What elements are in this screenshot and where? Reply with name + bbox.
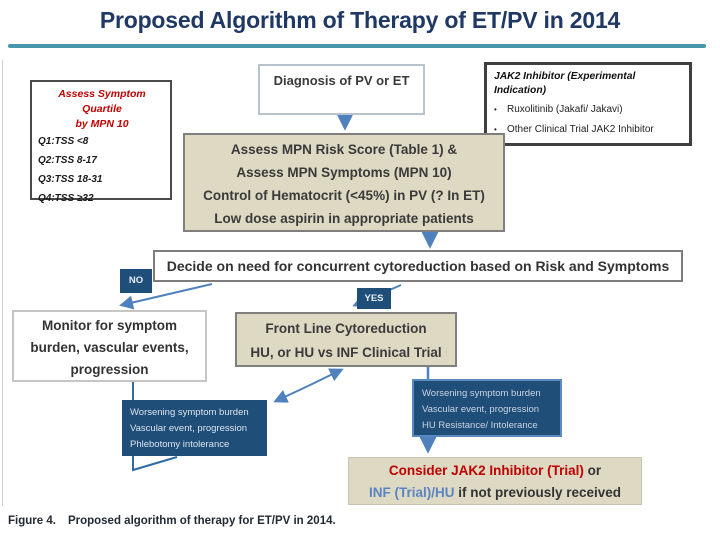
symptom-quartile-box: Assess Symptom Quartile by MPN 10 Q1:TSS… (30, 80, 172, 204)
jak2-title: JAK2 Inhibitor (Experimental Indication) (494, 71, 636, 96)
quartile-item: Q1:TSS <8 (38, 136, 89, 147)
no-branch-label: NO (120, 269, 152, 293)
monitor-line: progression (70, 362, 149, 377)
worsening-right-line: Vascular event, progression (422, 404, 540, 415)
diagnosis-box: Diagnosis of PV or ET (258, 64, 425, 115)
consider-red-text: Consider JAK2 Inhibitor (Trial) (388, 463, 584, 478)
title-underline (8, 44, 706, 48)
figure-caption-number: Figure 4. (8, 515, 56, 527)
worsening-left-line: Phlebotomy intolerance (130, 439, 230, 450)
consider-rest-text: if not previously received (454, 485, 622, 500)
frontline-line: HU, or HU vs INF Clinical Trial (250, 345, 442, 360)
consider-line-1: Consider JAK2 Inhibitor (Trial) or (349, 460, 641, 482)
arrow-no-to-monitor (119, 283, 213, 310)
arrow-worsening-to-frontline-down (273, 385, 309, 403)
jak2-bullet-text: Ruxolitinib (Jakafi/ Jakavi) (507, 104, 623, 115)
worsening-right-line: Worsening symptom burden (422, 388, 541, 399)
bullet-icon: • (494, 125, 497, 134)
worsening-left-line: Worsening symptom burden (130, 407, 249, 418)
jak2-bullet-item: • Ruxolitinib (Jakafi/ Jakavi) (494, 101, 685, 118)
quartile-title-line1: Assess Symptom Quartile (58, 88, 146, 115)
worsening-left-line: Vascular event, progression (130, 423, 248, 434)
yes-branch-label: YES (357, 288, 391, 309)
frontline-line: Front Line Cytoreduction (265, 321, 427, 336)
assess-line: Assess MPN Symptoms (MPN 10) (236, 165, 452, 180)
monitor-line: burden, vascular events, (30, 340, 189, 355)
jak2-bullet-text: Other Clinical Trial JAK2 Inhibitor (507, 124, 654, 135)
decide-cytoreduction-box: Decide on need for concurrent cytoreduct… (153, 250, 683, 282)
worsening-left-box: Worsening symptom burden Vascular event,… (122, 400, 267, 456)
quartile-item: Q4:TSS ≥32 (38, 193, 94, 204)
page-title: Proposed Algorithm of Therapy of ET/PV i… (99, 7, 621, 33)
left-frame-line (2, 60, 3, 506)
consider-or-text: or (583, 463, 602, 478)
jak2-inhibitor-box: JAK2 Inhibitor (Experimental Indication)… (484, 62, 692, 146)
worsening-right-line: HU Resistance/ Intolerance (422, 420, 538, 431)
consider-blue-text: INF (Trial)/HU (368, 485, 455, 500)
diagnosis-label: Diagnosis of PV or ET (273, 73, 410, 88)
quartile-item: Q2:TSS 8-17 (38, 155, 97, 166)
assess-risk-box: Assess MPN Risk Score (Table 1) & Assess… (183, 133, 505, 232)
worsening-right-box: Worsening symptom burden Vascular event,… (412, 379, 562, 437)
monitor-line: Monitor for symptom (42, 318, 177, 333)
assess-line: Control of Hematocrit (<45%) in PV (? In… (203, 188, 485, 203)
jak2-bullet-item: • Other Clinical Trial JAK2 Inhibitor (494, 121, 685, 138)
decide-label: Decide on need for concurrent cytoreduct… (166, 258, 670, 274)
quartile-item: Q3:TSS 18-31 (38, 174, 103, 185)
consider-line-2: INF (Trial)/HU if not previously receive… (349, 482, 641, 504)
arrow-worsening-to-frontline-up (307, 368, 344, 387)
assess-line: Assess MPN Risk Score (Table 1) & (230, 142, 458, 157)
bullet-icon: • (494, 105, 497, 114)
frontline-cytoreduction-box: Front Line Cytoreduction HU, or HU vs IN… (235, 312, 457, 367)
quartile-title-line2: by MPN 10 (75, 118, 129, 130)
figure-caption-text: Proposed algorithm of therapy for ET/PV … (67, 515, 336, 527)
figure-caption: Figure 4. Proposed algorithm of therapy f… (8, 515, 336, 527)
monitor-box: Monitor for symptom burden, vascular eve… (12, 310, 207, 382)
consider-jak2-box: Consider JAK2 Inhibitor (Trial) or INF (… (348, 457, 642, 505)
assess-line: Low dose aspirin in appropriate patients (214, 211, 474, 226)
